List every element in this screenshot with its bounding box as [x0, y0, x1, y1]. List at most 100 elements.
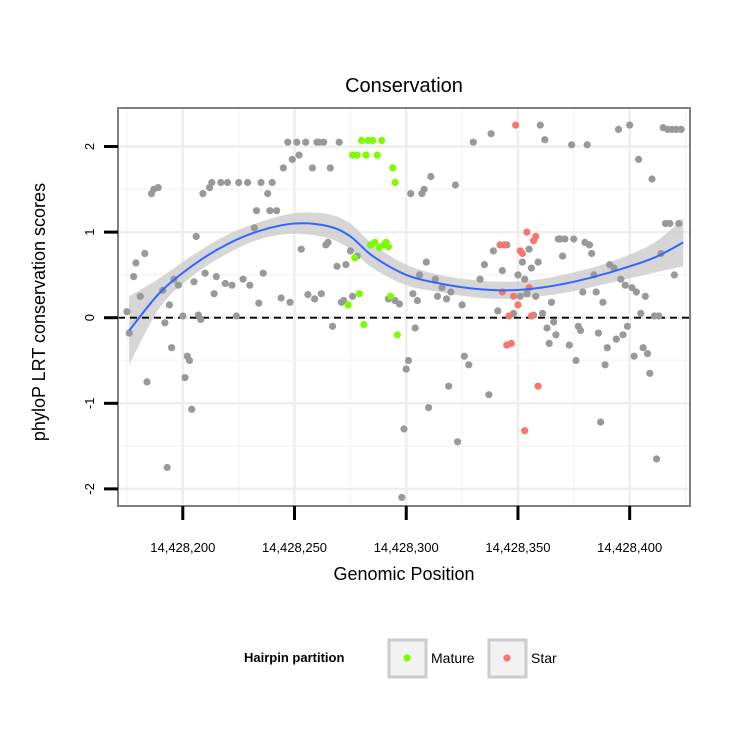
point-star: [534, 382, 542, 390]
point-other: [460, 352, 468, 360]
point-other: [568, 141, 576, 149]
point-other: [552, 331, 560, 339]
point-other: [451, 181, 459, 189]
point-other: [628, 284, 636, 292]
point-other: [199, 190, 207, 198]
point-other: [411, 324, 419, 332]
point-mature: [360, 320, 368, 329]
point-other: [221, 279, 229, 288]
point-other: [297, 245, 305, 253]
point-other: [268, 178, 276, 187]
point-other: [255, 299, 263, 307]
point-other: [398, 493, 406, 501]
point-mature: [387, 292, 395, 300]
legend-swatch-mature: [403, 654, 411, 662]
point-star: [523, 228, 531, 236]
point-other: [223, 178, 232, 187]
point-other: [179, 312, 187, 320]
point-other: [427, 172, 435, 181]
point-star: [532, 232, 540, 240]
legend: Hairpin partition Mature Star: [244, 638, 557, 679]
point-other: [652, 455, 661, 463]
point-mature: [344, 301, 352, 309]
smooth-fit: [128, 222, 684, 332]
plot-panel: [118, 108, 690, 506]
x-tick-label: 14,428,300: [374, 540, 439, 555]
point-other: [400, 425, 408, 433]
x-tick-label: 14,428,400: [597, 540, 662, 555]
point-other: [541, 136, 549, 144]
point-other: [637, 309, 645, 317]
point-mature: [353, 151, 361, 159]
legend-label-star: Star: [531, 650, 557, 666]
point-other: [324, 238, 332, 246]
point-other: [514, 271, 522, 279]
point-other: [447, 288, 455, 296]
point-other: [641, 292, 649, 300]
point-other: [143, 378, 151, 386]
point-star: [507, 339, 515, 347]
point-other: [264, 190, 272, 198]
point-star: [514, 301, 522, 309]
point-other: [516, 292, 524, 300]
point-other: [210, 290, 218, 298]
point-other: [623, 322, 632, 330]
point-other: [431, 275, 439, 283]
point-other: [534, 258, 542, 266]
data-points: [123, 121, 685, 501]
point-other: [603, 344, 611, 352]
point-other: [597, 418, 605, 426]
point-other: [320, 138, 328, 146]
point-other: [246, 281, 254, 289]
point-other: [619, 331, 627, 339]
plot-frame: [117, 107, 691, 507]
point-other: [583, 141, 591, 149]
point-other: [465, 361, 473, 369]
point-other: [458, 301, 466, 309]
point-other: [192, 232, 200, 240]
point-other: [346, 247, 354, 255]
point-other: [594, 329, 603, 337]
point-other: [168, 344, 176, 352]
point-other: [525, 245, 533, 253]
point-other: [252, 207, 261, 215]
point-other: [235, 178, 243, 187]
point-other: [433, 292, 442, 300]
point-other: [288, 155, 296, 163]
point-other: [181, 374, 189, 382]
y-axis-label: phyloP LRT conservation scores: [29, 183, 49, 441]
point-other: [407, 190, 415, 198]
point-other: [559, 252, 567, 260]
point-other: [538, 309, 547, 317]
point-other: [259, 269, 267, 277]
point-other: [293, 138, 301, 146]
point-other: [570, 235, 578, 243]
point-other: [174, 281, 182, 289]
panel-border: [117, 107, 691, 507]
point-other: [217, 178, 225, 187]
point-mature: [393, 331, 401, 339]
point-other: [639, 344, 647, 352]
point-other: [317, 290, 325, 298]
point-other: [123, 308, 131, 316]
legend-title: Hairpin partition: [244, 650, 344, 665]
point-other: [416, 271, 424, 279]
loess-line: [128, 222, 684, 332]
point-other: [621, 281, 629, 289]
point-other: [404, 356, 413, 365]
point-mature: [357, 136, 366, 145]
point-other: [485, 391, 493, 399]
point-other: [601, 361, 609, 369]
point-other: [335, 138, 343, 146]
point-other: [635, 155, 643, 163]
point-star: [521, 427, 529, 435]
point-star: [500, 241, 509, 249]
point-other: [304, 291, 312, 299]
point-other: [277, 294, 285, 302]
point-other: [409, 290, 417, 298]
point-other: [445, 382, 453, 390]
point-other: [232, 312, 240, 320]
point-other: [257, 178, 265, 187]
point-other: [576, 326, 585, 335]
